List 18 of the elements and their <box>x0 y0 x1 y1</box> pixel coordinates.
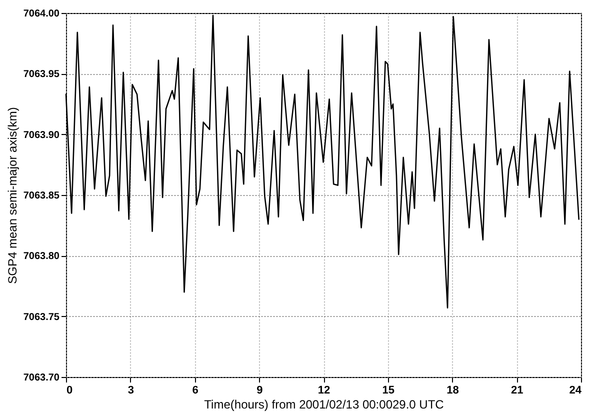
x-tick-label: 12 <box>318 384 330 396</box>
x-tick-label: 9 <box>256 384 263 396</box>
y-tick-label: 7063.85 <box>23 190 60 202</box>
y-tick-label: 7063.70 <box>23 372 60 384</box>
x-tick-label: 18 <box>446 384 459 396</box>
x-tick-label: 24 <box>569 384 582 396</box>
x-tick-label: 15 <box>382 384 394 396</box>
x-axis-title: Time(hours) from 2001/02/13 00:0029.0 UTC <box>204 398 444 412</box>
y-tick-label: 7063.75 <box>23 312 60 323</box>
y-tick-label: 7063.90 <box>23 130 60 141</box>
y-tick-label: 7063.95 <box>23 69 60 80</box>
x-tick-label: 3 <box>128 384 134 396</box>
y-axis-title: SGP4 mean semi-major axis(km) <box>5 107 20 284</box>
x-tick-label: 0 <box>66 384 73 396</box>
y-tick-label: 7063.80 <box>23 251 60 262</box>
x-tick-label: 6 <box>192 384 198 396</box>
y-tick-label: 7064.00 <box>23 8 60 20</box>
x-tick-label: 21 <box>511 384 524 396</box>
